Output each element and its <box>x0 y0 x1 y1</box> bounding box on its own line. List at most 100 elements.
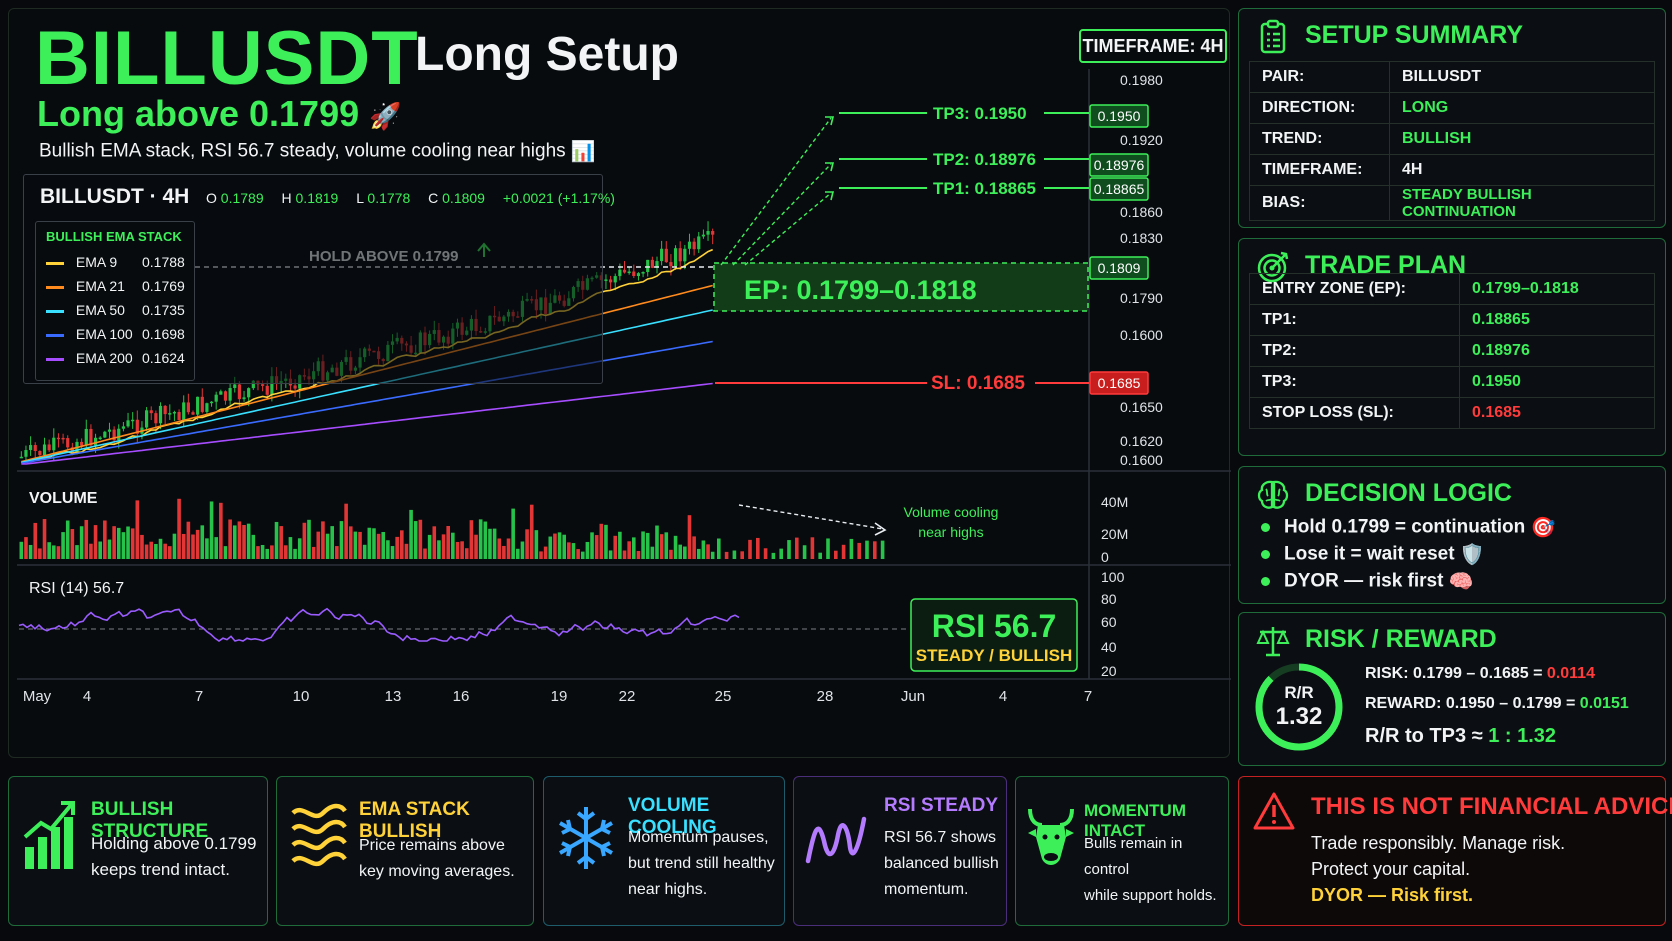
volume-bar <box>335 546 339 559</box>
summary-key: PAIR: <box>1249 61 1390 93</box>
volume-bar <box>42 519 47 559</box>
candle-body <box>655 261 659 268</box>
volume-bar <box>669 549 673 559</box>
candle-body <box>154 413 158 424</box>
volume-bar <box>311 546 316 559</box>
volume-bar <box>873 541 877 559</box>
volume-bar <box>209 501 214 559</box>
volume-bar <box>580 551 585 559</box>
bar-chart-icon: 📊 <box>570 141 596 163</box>
volume-bar <box>553 533 557 559</box>
table-row: DIRECTION: LONG <box>1249 92 1655 124</box>
volume-bar <box>590 532 594 559</box>
volume-bar <box>516 548 520 559</box>
candle-body <box>84 428 88 446</box>
volume-bar <box>413 521 418 559</box>
x-axis-label: 7 <box>1084 688 1092 705</box>
volume-bar <box>65 520 70 559</box>
entry-zone-box <box>713 262 1089 312</box>
feature-title: MOMENTUM INTACT <box>1084 801 1186 840</box>
table-row: ENTRY ZONE (EP): 0.1799–0.1818 <box>1249 273 1655 305</box>
risk-label: RISK: <box>1365 665 1409 682</box>
volume-bar <box>636 551 641 559</box>
volume-bar <box>650 546 655 559</box>
plan-value: 0.1685 <box>1459 397 1655 429</box>
ema-swatch <box>46 357 64 361</box>
rsi-badge-sub: STEADY / BULLISH <box>916 646 1072 665</box>
ema-swatch <box>46 261 64 265</box>
candle-body <box>126 420 130 427</box>
candle-body <box>158 405 163 424</box>
feature-desc-line: Momentum pauses, <box>628 829 769 846</box>
volume-bar <box>717 538 721 559</box>
summary-key: DIRECTION: <box>1249 92 1390 124</box>
candle-body <box>247 388 251 398</box>
tp-label: TP3: 0.1950 <box>933 104 1027 123</box>
feature-desc: Price remains above key moving averages. <box>359 833 515 885</box>
volume-bar <box>376 533 381 559</box>
logic-text: DYOR — risk first <box>1284 570 1444 592</box>
rsi-line <box>18 607 740 642</box>
disclaimer-line2: Protect your capital. <box>1311 859 1471 879</box>
candle-body <box>660 248 664 262</box>
volume-bar <box>302 522 307 559</box>
volume-bar <box>576 549 580 559</box>
volume-bar <box>520 541 525 559</box>
volume-bar <box>492 528 497 559</box>
volume-bar <box>659 534 664 559</box>
candle-body <box>618 269 622 277</box>
candle-body <box>270 376 274 395</box>
price-chart-svg[interactable]: 0.1980 0.1920 0.1860 0.1830 0.1790 0.1600 0.16… <box>9 9 1231 759</box>
ema-value: 0.1769 <box>142 278 185 294</box>
feature-card-momentum-intact: MOMENTUM INTACT Bulls remain in control … <box>1015 776 1229 926</box>
volume-bar <box>627 541 631 559</box>
volume-bar <box>787 540 791 559</box>
volume-bar <box>687 515 692 559</box>
volume-bar <box>664 532 669 559</box>
volume-bar <box>395 536 399 559</box>
ema-value: 0.1788 <box>142 254 185 270</box>
volume-bar <box>195 529 200 559</box>
volume-bar <box>158 538 163 559</box>
candle-body <box>687 241 692 249</box>
volume-bar <box>242 525 246 559</box>
feature-title: VOLUME COOLING <box>628 795 717 838</box>
volume-bar <box>613 535 618 559</box>
volume-bar <box>154 543 158 559</box>
feature-desc-line: keeps trend intact. <box>91 860 230 879</box>
x-axis-label: 22 <box>619 688 636 705</box>
ema-line <box>21 382 713 465</box>
summary-key: TIMEFRAME: <box>1249 154 1390 186</box>
candle-body <box>131 419 135 422</box>
candle-body <box>701 234 705 237</box>
summary-value: BILLUSDT <box>1389 61 1655 93</box>
reward-value: 0.0151 <box>1579 695 1629 712</box>
timeframe-badge[interactable]: TIMEFRAME: 4H <box>1079 29 1227 63</box>
volume-bar <box>857 542 861 559</box>
volume-bar <box>140 534 144 559</box>
ohlc-close: 0.1809 <box>442 190 485 206</box>
volume-bar <box>539 551 543 559</box>
volume-bar <box>543 546 548 559</box>
volume-bar <box>33 522 38 559</box>
volume-bar <box>47 542 51 559</box>
candle-body <box>89 428 93 446</box>
volume-bar <box>826 538 830 559</box>
candle-body <box>209 401 214 404</box>
volume-bar <box>75 545 79 559</box>
volume-annotation: Volume cooling <box>904 504 999 520</box>
volume-bar <box>223 546 228 559</box>
feature-title: RSI STEADY <box>884 795 999 816</box>
candle-body <box>29 445 33 451</box>
summary-value: LONG <box>1389 92 1655 124</box>
rr-tp3-value: 1 : 1.32 <box>1488 725 1557 747</box>
rr-approx: ≈ <box>1471 725 1483 747</box>
feature-desc-line: Bulls remain in control <box>1084 835 1183 878</box>
feature-desc-line: Price remains above <box>359 837 505 854</box>
ohlc-change: +0.0021 (+1.17%) <box>502 190 615 206</box>
risk-value: 0.0114 <box>1546 665 1595 682</box>
volume-bar <box>632 537 636 559</box>
feature-desc-line: but trend still healthy <box>628 855 775 872</box>
price-badge-label: 0.18976 <box>1094 157 1145 173</box>
volume-bar <box>228 519 232 559</box>
